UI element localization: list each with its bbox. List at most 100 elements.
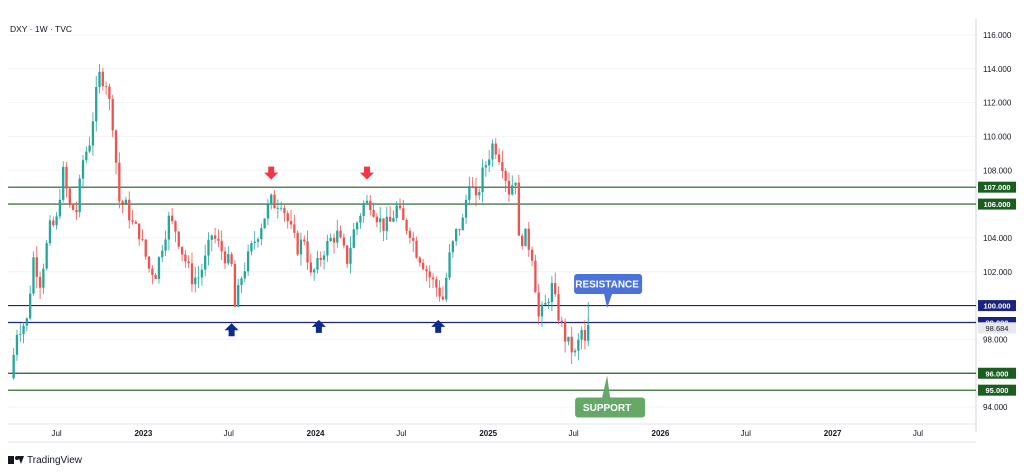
candle[interactable] — [207, 232, 210, 266]
candle[interactable] — [392, 210, 395, 223]
candle[interactable] — [68, 186, 71, 208]
candle[interactable] — [283, 205, 286, 222]
candle[interactable] — [540, 301, 544, 327]
candle[interactable] — [501, 150, 504, 179]
candle[interactable] — [184, 249, 187, 268]
candle[interactable] — [537, 283, 540, 325]
candle[interactable] — [253, 231, 256, 250]
candle[interactable] — [19, 323, 22, 342]
resistance-callout[interactable]: RESISTANCE — [574, 274, 643, 309]
candle[interactable] — [266, 199, 270, 226]
candle[interactable] — [22, 322, 25, 344]
candle[interactable] — [570, 326, 573, 365]
candle[interactable] — [154, 273, 157, 279]
candle[interactable] — [141, 229, 144, 242]
candle[interactable] — [567, 336, 570, 346]
candle[interactable] — [15, 329, 19, 361]
candle[interactable] — [296, 230, 299, 256]
candle[interactable] — [45, 239, 48, 271]
candle[interactable] — [583, 320, 587, 350]
candle[interactable] — [468, 176, 471, 205]
candle[interactable] — [488, 150, 491, 173]
candle[interactable] — [128, 191, 131, 229]
candle[interactable] — [180, 246, 184, 262]
candle[interactable] — [151, 265, 154, 285]
candle[interactable] — [52, 216, 55, 228]
candle[interactable] — [418, 255, 421, 267]
candle[interactable] — [322, 250, 326, 270]
candle[interactable] — [273, 189, 276, 209]
candle[interactable] — [111, 94, 114, 138]
candle[interactable] — [217, 229, 220, 247]
candle[interactable] — [137, 223, 141, 246]
candle[interactable] — [445, 272, 448, 303]
candle[interactable] — [408, 227, 412, 244]
candle[interactable] — [359, 213, 362, 229]
candle[interactable] — [71, 204, 75, 211]
candle[interactable] — [101, 67, 104, 91]
candle[interactable] — [491, 139, 494, 167]
candle[interactable] — [194, 266, 197, 293]
candle[interactable] — [200, 263, 204, 286]
candles[interactable] — [12, 64, 590, 380]
candle[interactable] — [563, 318, 567, 353]
candle[interactable] — [557, 286, 560, 325]
candle[interactable] — [587, 302, 590, 347]
candle[interactable] — [124, 196, 128, 204]
candle[interactable] — [346, 244, 349, 268]
candle[interactable] — [12, 348, 15, 380]
candle[interactable] — [402, 199, 405, 221]
candle[interactable] — [365, 194, 369, 205]
candle[interactable] — [233, 260, 237, 308]
candle[interactable] — [35, 246, 38, 289]
candle[interactable] — [524, 228, 527, 247]
candle[interactable] — [104, 81, 108, 95]
candle[interactable] — [372, 202, 375, 218]
candle[interactable] — [177, 230, 180, 250]
candle[interactable] — [197, 266, 200, 289]
candle[interactable] — [451, 239, 455, 258]
candle[interactable] — [527, 221, 530, 257]
candle[interactable] — [108, 83, 111, 111]
candle[interactable] — [441, 286, 445, 301]
candle[interactable] — [382, 218, 385, 242]
candle[interactable] — [260, 223, 263, 246]
candle[interactable] — [521, 233, 524, 250]
candle[interactable] — [435, 276, 438, 297]
candle[interactable] — [118, 152, 121, 209]
candle[interactable] — [91, 112, 95, 156]
candle[interactable] — [286, 210, 289, 229]
candle[interactable] — [190, 252, 194, 293]
candle[interactable] — [299, 232, 303, 266]
candle[interactable] — [332, 233, 336, 254]
candle[interactable] — [78, 174, 81, 218]
candle[interactable] — [352, 223, 355, 249]
candle[interactable] — [454, 228, 458, 246]
candle[interactable] — [339, 225, 342, 239]
candle[interactable] — [349, 236, 352, 274]
candle[interactable] — [421, 258, 425, 271]
candle[interactable] — [32, 251, 35, 296]
candle[interactable] — [497, 148, 501, 165]
candle[interactable] — [388, 206, 392, 222]
candle[interactable] — [464, 194, 468, 225]
candle[interactable] — [293, 214, 296, 238]
candle[interactable] — [279, 201, 283, 212]
candle[interactable] — [38, 271, 42, 299]
candle[interactable] — [478, 188, 481, 200]
candle[interactable] — [75, 201, 78, 220]
candle[interactable] — [243, 262, 246, 283]
candle[interactable] — [263, 218, 266, 229]
candle[interactable] — [375, 213, 379, 228]
candle[interactable] — [167, 211, 171, 251]
candle[interactable] — [144, 239, 147, 260]
candle[interactable] — [412, 231, 415, 252]
candle[interactable] — [25, 317, 29, 332]
candle[interactable] — [227, 246, 230, 266]
candle[interactable] — [369, 195, 372, 216]
candle[interactable] — [428, 265, 431, 288]
candle[interactable] — [131, 210, 134, 225]
candle[interactable] — [484, 160, 488, 177]
candle[interactable] — [309, 254, 313, 276]
